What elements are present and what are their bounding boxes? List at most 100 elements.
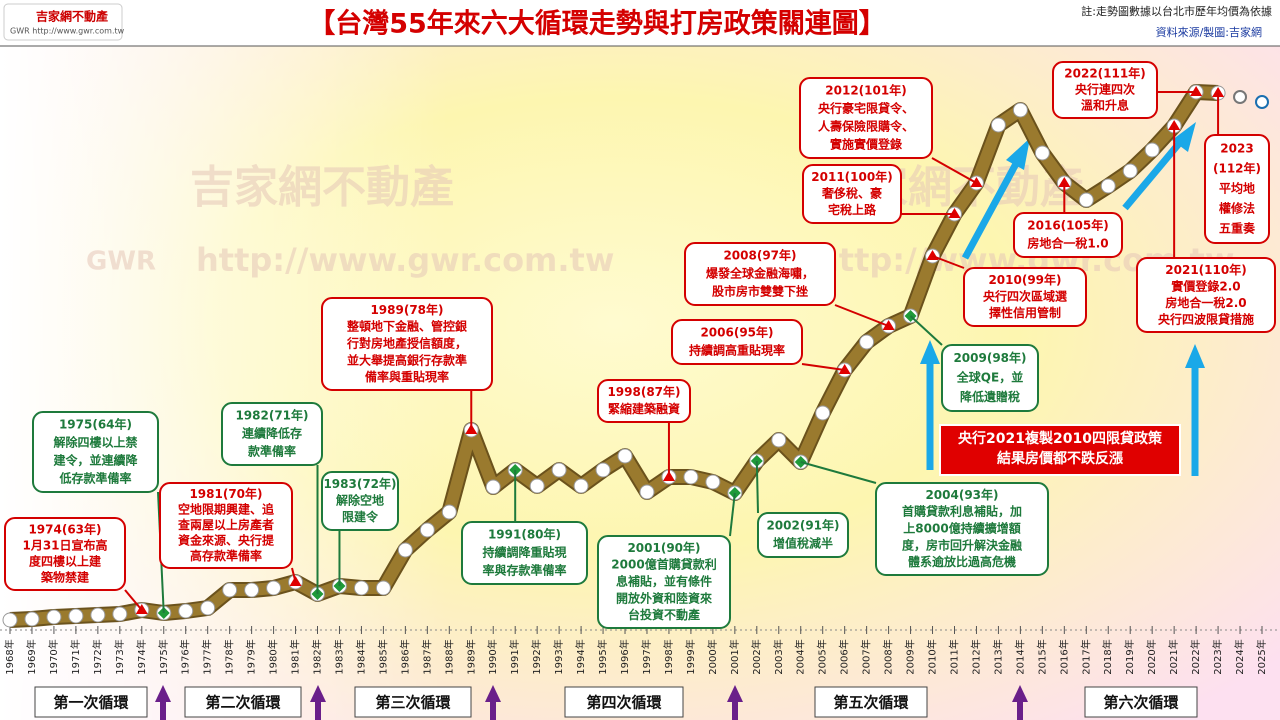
- callout-box: [321, 297, 493, 391]
- callout-text: 1月31日宣布高: [22, 538, 107, 553]
- callout-pointer: [729, 492, 736, 537]
- x-tick-label: 1989年: [464, 639, 477, 674]
- point-marker: [178, 603, 194, 619]
- highlight-text: 央行2021複製2010四限貸政策: [958, 430, 1163, 447]
- cycle-label: 第一次循環: [53, 694, 129, 712]
- callout-pointer: [124, 589, 143, 611]
- callout-text: 緊縮建築融資: [608, 401, 680, 416]
- x-tick-label: 1971年: [69, 639, 82, 674]
- x-tick-label: 2020年: [1145, 639, 1158, 674]
- callout-text: 奢侈稅、豪: [821, 186, 882, 201]
- highlight-text: 結果房價都不跌反漲: [997, 450, 1124, 467]
- x-tick-label: 1972年: [91, 639, 104, 674]
- callout-text: 築物禁建: [40, 570, 90, 585]
- marker-base: [705, 474, 721, 490]
- callout-title: 1998(87年): [607, 384, 680, 399]
- cycle-arrow: [315, 700, 321, 720]
- point-marker: [353, 580, 369, 596]
- callout-text: 息補貼，並有條件: [616, 574, 712, 589]
- arrows: [920, 122, 1205, 476]
- x-tick-label: 2024年: [1233, 639, 1246, 674]
- point-marker: [244, 582, 260, 598]
- callout-title: 2001(90年): [627, 540, 700, 555]
- callout-text: 降低遺贈稅: [960, 389, 1020, 404]
- marker-base: [1100, 178, 1116, 194]
- rise-arrow-head: [1006, 138, 1030, 170]
- callout-title: 1982(71年): [235, 408, 308, 423]
- cycle-label: 第五次循環: [833, 694, 909, 712]
- title: 【台灣55年來六大循環走勢與打房政策關連圖】: [308, 8, 886, 40]
- watermark-brand: GWR: [86, 247, 156, 277]
- callout-text: 宅稅上路: [828, 202, 877, 217]
- marker-triangle: [1058, 177, 1071, 187]
- outlook-marker: [1255, 95, 1269, 109]
- x-tick-label: 1979年: [245, 639, 258, 674]
- callout-title: 1981(70年): [189, 486, 262, 501]
- callout-title: 1991(80年): [488, 527, 561, 542]
- x-tick-label: 2015年: [1035, 639, 1048, 674]
- callout-box: [597, 379, 691, 423]
- callout-pointer: [800, 461, 877, 484]
- point-marker: [266, 580, 282, 596]
- watermark-url: http://www.gwr.com.tw: [196, 241, 614, 279]
- marker-base: [178, 603, 194, 619]
- x-tick-label: 2021年: [1167, 639, 1180, 674]
- x-tick-label: 1983年: [332, 639, 345, 674]
- marker-base: [771, 432, 787, 448]
- marker-base: [397, 542, 413, 558]
- x-tick-label: 1968年: [3, 639, 16, 674]
- x-tick-label: 2011年: [947, 639, 960, 674]
- marker-base: [46, 609, 62, 625]
- point-marker: [771, 432, 787, 448]
- marker-base: [859, 334, 875, 350]
- x-tick-label: 1994年: [574, 639, 587, 674]
- callout-text: 央行連四次: [1075, 82, 1135, 97]
- point-marker: [90, 607, 106, 623]
- callout-box: [875, 482, 1049, 576]
- callout-text: 央行豪宅限貸令、: [818, 101, 914, 116]
- highlight-box: [939, 424, 1181, 476]
- cycle-box: [564, 686, 684, 718]
- point-marker: [815, 405, 831, 421]
- callout-text: 股市房市雙雙下挫: [712, 284, 808, 299]
- cycle-label: 第六次循環: [1103, 694, 1179, 712]
- point-marker: [397, 542, 413, 558]
- marker-base: [551, 462, 567, 478]
- callout-text: 五重奏: [1219, 221, 1256, 236]
- marker-base: [1078, 192, 1094, 208]
- callout-text: (112年): [1213, 161, 1261, 176]
- x-tick-label: 1976年: [179, 639, 192, 674]
- callout-title: 1983(72年): [323, 476, 396, 491]
- marker-base: [441, 504, 457, 520]
- callout-text: 央行四波限貸措施: [1158, 311, 1254, 326]
- x-tick-label: 1980年: [267, 639, 280, 674]
- marker-base: [112, 606, 128, 622]
- callout-text: 上8000億持續擴增額: [903, 521, 1020, 536]
- logo-sub: GWR http://www.gwr.com.tw: [10, 27, 125, 36]
- point-marker: [1034, 145, 1050, 161]
- callout-text: 款準備率: [248, 444, 296, 459]
- callout-box: [4, 517, 126, 591]
- x-tick-label: 2008年: [882, 639, 895, 674]
- cycle-arrow-head: [727, 685, 743, 702]
- marker-base: [1122, 163, 1138, 179]
- callout-box: [1136, 257, 1276, 333]
- x-tick-label: 1977年: [201, 639, 214, 674]
- callout-text: 備率與重貼現率: [365, 369, 449, 384]
- x-tick-label: 2002年: [750, 639, 763, 674]
- callout-pointer: [834, 304, 889, 327]
- callout-text: 整頓地下金融、管控銀: [346, 319, 467, 334]
- callout-title: 2021(110年): [1165, 262, 1246, 277]
- callout-pointer: [932, 255, 965, 269]
- callout-box: [757, 512, 849, 558]
- point-marker: [485, 479, 501, 495]
- callout-text: 行對房地產授信額度，: [346, 336, 467, 351]
- marker-base: [90, 607, 106, 623]
- callout-pointer: [755, 460, 759, 514]
- callout-text: 權修法: [1219, 201, 1255, 216]
- x-tick-label: 1999年: [684, 639, 697, 674]
- callout-title: 2016(105年): [1027, 218, 1108, 233]
- point-marker: [375, 580, 391, 596]
- marker-base: [419, 522, 435, 538]
